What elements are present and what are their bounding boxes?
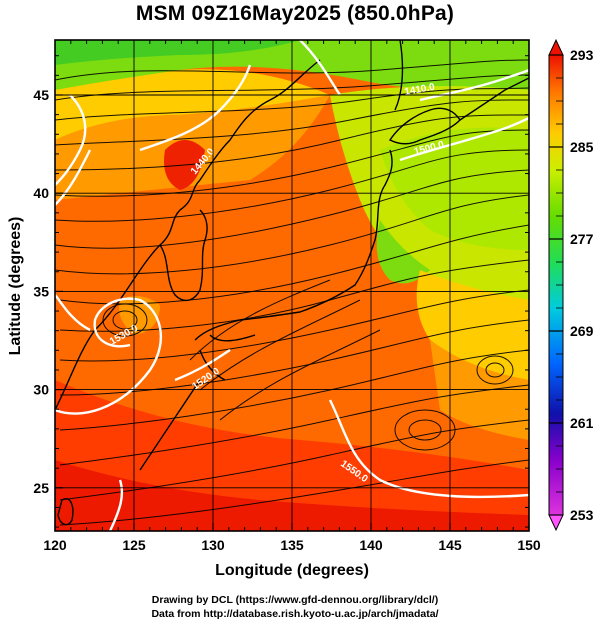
y-tick-label: 35	[33, 283, 49, 299]
x-tick-label: 125	[122, 537, 146, 553]
colorbar-max-arrow	[548, 38, 564, 56]
height-contours	[55, 40, 529, 531]
x-axis-label: Longitude (degrees)	[215, 562, 369, 579]
lat-lon-grid	[55, 40, 529, 531]
coastlines	[55, 40, 529, 526]
colorbar-tick-label: 253	[570, 507, 594, 523]
y-tick-label: 25	[33, 480, 49, 496]
x-tick-label: 140	[359, 537, 383, 553]
colorbar-tick-label: 293	[570, 47, 594, 63]
y-axis-ticks: 25 30 35 40 45	[33, 55, 529, 528]
wind-streamlines	[55, 59, 529, 526]
x-tick-label: 145	[438, 537, 462, 553]
colorbar-ticks: 293 285 277 269 261 253	[549, 47, 594, 523]
y-axis-label: Latitude (degrees)	[7, 217, 24, 356]
x-tick-label: 135	[280, 537, 304, 553]
colorbar-tick-label: 269	[570, 323, 594, 339]
map-title: MSM 09Z16May2025 (850.0hPa)	[135, 2, 455, 25]
colorbar: 293 285 277 269 261 253	[548, 38, 594, 532]
y-tick-label: 45	[33, 87, 49, 103]
credit-data: Data from http://database.rish.kyoto-u.a…	[151, 608, 439, 620]
x-tick-label: 150	[517, 537, 541, 553]
colorbar-tick-label: 261	[570, 415, 594, 431]
colorbar-min-arrow	[548, 514, 564, 532]
x-tick-label: 120	[43, 537, 67, 553]
contour-label: 1410.0	[404, 82, 436, 98]
colorbar-tick-label: 285	[570, 139, 594, 155]
colorbar-tick-label: 277	[570, 231, 594, 247]
y-tick-label: 30	[33, 382, 49, 398]
x-tick-label: 130	[201, 537, 225, 553]
y-tick-label: 40	[33, 185, 49, 201]
x-axis-ticks: 120 125 130 135 140 145 150	[43, 40, 541, 553]
credit-drawing: Drawing by DCL (https://www.gfd-dennou.o…	[151, 594, 439, 606]
